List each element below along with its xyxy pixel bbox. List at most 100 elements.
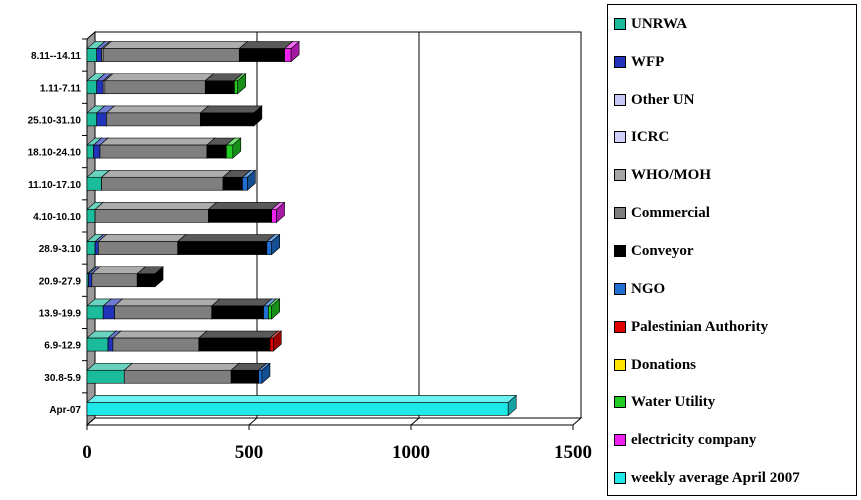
y-category-label: 30.8-5.9 bbox=[44, 373, 81, 384]
bar-segment-ngo bbox=[266, 241, 272, 255]
legend-swatch bbox=[614, 56, 626, 68]
bar-segment-conveyor bbox=[238, 48, 285, 62]
bar-segment-conveyor bbox=[206, 144, 227, 159]
x-tick-label: 0 bbox=[82, 442, 92, 463]
legend-label: Conveyor bbox=[631, 242, 694, 259]
bar-segment-commercial bbox=[98, 241, 179, 255]
bar-segment-commercial bbox=[104, 80, 206, 95]
y-category-label: 1.11-7.11 bbox=[40, 83, 82, 94]
bar-segment-water-utility bbox=[226, 144, 234, 159]
x-tick-label: 1500 bbox=[554, 442, 592, 463]
bar-segment-water-utility bbox=[234, 80, 238, 95]
legend-item: Conveyor bbox=[614, 241, 694, 261]
x-tick-label: 500 bbox=[235, 442, 264, 463]
y-category-label: 25.10-31.10 bbox=[28, 115, 82, 126]
legend-item: electricity company bbox=[614, 430, 756, 450]
bar-segment-electricity-company bbox=[271, 209, 277, 223]
legend-item: Commercial bbox=[614, 203, 710, 223]
legend-swatch bbox=[614, 396, 626, 408]
y-category-label: 4.10-10.10 bbox=[33, 212, 81, 223]
bar-segment-palestinian-authority bbox=[269, 337, 274, 352]
bar-segment-conveyor bbox=[222, 176, 243, 191]
plot-floor bbox=[85, 417, 583, 426]
legend-label: Other UN bbox=[631, 91, 695, 108]
legend-label: Donations bbox=[631, 356, 697, 373]
legend-item: Palestinian Authority bbox=[614, 317, 768, 337]
y-category-label: 6.9-12.9 bbox=[44, 341, 81, 352]
bar-segment-unrwa bbox=[86, 80, 98, 95]
bar-segment-commercial bbox=[102, 48, 240, 62]
bar-segment-commercial-top bbox=[99, 137, 216, 146]
bar-segment-conveyor bbox=[198, 337, 271, 352]
bar-segment-conveyor-top bbox=[238, 41, 294, 49]
bar-segment-conveyor bbox=[208, 209, 272, 223]
bar-segment-conveyor-top bbox=[176, 234, 276, 242]
bar-segment-conveyor bbox=[211, 305, 264, 320]
bar-segment-electricity-company-side bbox=[276, 201, 285, 224]
legend-label: UNRWA bbox=[631, 15, 688, 32]
gridline-floor bbox=[248, 417, 258, 426]
bar-segment-wfp bbox=[107, 337, 114, 352]
bar-segment-electricity-company bbox=[284, 48, 292, 62]
bar-segment-ngo-side bbox=[247, 169, 256, 191]
legend-swatch bbox=[614, 245, 626, 257]
bar-segment-conveyor-side bbox=[154, 266, 164, 288]
bar-segment-commercial-top bbox=[102, 41, 249, 49]
bar-segment-commercial-top bbox=[94, 202, 218, 210]
legend-label: Water Utility bbox=[631, 393, 716, 410]
legend-label: Commercial bbox=[631, 204, 710, 221]
bar-segment-conveyor bbox=[177, 241, 268, 255]
legend-item: Other UN bbox=[614, 90, 694, 110]
legend-item: NGO bbox=[614, 279, 665, 299]
bar-segment-unrwa bbox=[86, 369, 125, 384]
legend-label: NGO bbox=[631, 280, 666, 297]
bar-segment-commercial bbox=[106, 112, 201, 127]
legend-item: Water Utility bbox=[614, 392, 715, 412]
legend-swatch bbox=[614, 434, 626, 446]
legend-label: WHO/MOH bbox=[631, 166, 711, 183]
y-category-label: 18.10-24.10 bbox=[28, 148, 82, 159]
legend-swatch bbox=[614, 207, 626, 219]
y-category-label: 11.10-17.10 bbox=[28, 180, 81, 191]
bar-segment-water-utility bbox=[268, 305, 272, 320]
legend-item: WFP bbox=[614, 52, 664, 72]
legend-label: ICRC bbox=[631, 128, 670, 145]
legend-swatch bbox=[614, 321, 626, 333]
bar-segment-commercial bbox=[91, 273, 138, 288]
bar-segment-conveyor-top bbox=[197, 330, 279, 339]
bar-segment-water-utility-side bbox=[232, 137, 242, 159]
legend-item: ICRC bbox=[614, 127, 669, 147]
bar-segment-commercial bbox=[114, 305, 213, 320]
legend-item: WHO/MOH bbox=[614, 165, 711, 185]
legend-swatch bbox=[614, 131, 626, 143]
y-category-label: 28.9-3.10 bbox=[39, 244, 82, 255]
bar-segment-wfp bbox=[93, 144, 101, 159]
bar-segment-commercial-top bbox=[105, 105, 210, 114]
bar-segment-commercial bbox=[94, 209, 209, 223]
bar-segment-conveyor-top bbox=[199, 105, 263, 114]
y-category-label: 13.9-19.9 bbox=[39, 308, 82, 319]
bar-segment-water-utility-side bbox=[271, 298, 280, 320]
bar-segment-unrwa bbox=[86, 209, 96, 223]
bar-segment-wfp bbox=[96, 48, 102, 62]
legend-swatch bbox=[614, 169, 626, 181]
bar-segment-commercial-top bbox=[112, 330, 208, 339]
bar-segment-wfp bbox=[88, 273, 93, 288]
legend-item: UNRWA bbox=[614, 14, 687, 34]
bar-segment-wfp bbox=[96, 80, 104, 95]
bar-segment-weekly-average-april-2007-top bbox=[86, 395, 517, 403]
bar-segment-commercial-top bbox=[104, 73, 215, 82]
y-category-label: 20.9-27.9 bbox=[39, 276, 82, 287]
bar-segment-wfp bbox=[94, 241, 99, 255]
bar-segment-conveyor bbox=[136, 273, 156, 288]
y-category-label: 8.11--14.11 bbox=[31, 51, 81, 62]
bar-segment-weekly-average-april-2007-side bbox=[507, 394, 517, 417]
bar-segment-unrwa bbox=[86, 337, 109, 352]
legend-label: Palestinian Authority bbox=[631, 318, 769, 335]
bar-segment-ngo-side bbox=[261, 362, 271, 384]
bar-segment-conveyor-top bbox=[210, 298, 273, 307]
legend-item: weekly average April 2007 bbox=[614, 468, 800, 488]
legend-swatch bbox=[614, 472, 626, 484]
